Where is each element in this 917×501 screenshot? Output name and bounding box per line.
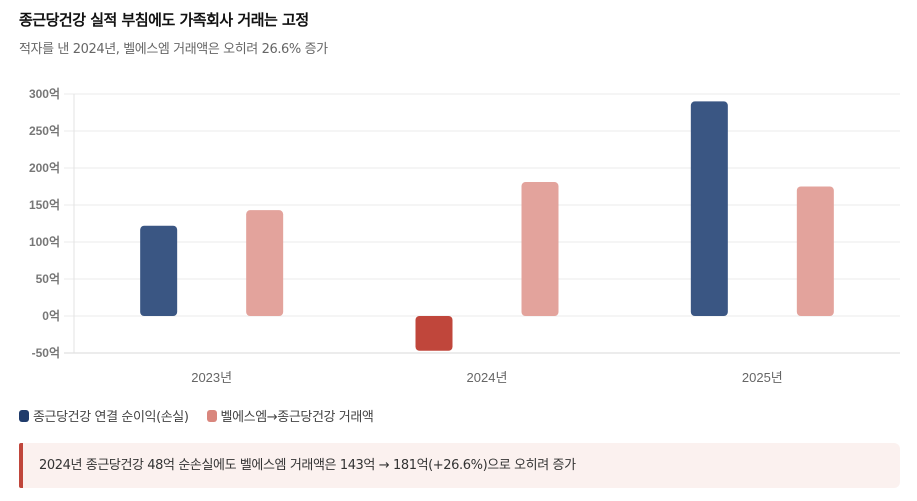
bar-chart: -50억 0억 50억 100억 150억 200억 250억 300억 2023년 2024년 2… — [29, 87, 900, 385]
x-tick-label: 2023년 — [191, 370, 232, 385]
bar-trade-amount — [521, 182, 559, 316]
y-tick-label: 0억 — [42, 309, 60, 323]
bar-net-income — [690, 101, 728, 317]
legend-swatch-trade — [206, 409, 217, 422]
y-tick-label: -50억 — [32, 346, 60, 360]
y-tick-label: 50억 — [36, 272, 60, 286]
legend-item-net-income[interactable]: 종근당건강 연결 순이익(손실) — [19, 406, 189, 425]
y-tick-label: 250억 — [29, 124, 60, 138]
x-tick-label: 2024년 — [467, 370, 508, 385]
callout-note: 2024년 종근당건강 48억 순손실에도 벨에스엠 거래액은 143억 → 1… — [19, 443, 900, 488]
bar-trade-amount — [246, 210, 284, 316]
legend-label: 벨에스엠→종근당건강 거래액 — [220, 410, 374, 425]
chart-title: 종근당건강 실적 부침에도 가족회사 거래는 고정 — [19, 11, 309, 29]
chart-subtitle: 적자를 낸 2024년, 벨에스엠 거래액은 오히려 26.6% 증가 — [19, 42, 328, 57]
y-tick-label: 300억 — [29, 87, 60, 101]
legend: 종근당건강 연결 순이익(손실) 벨에스엠→종근당건강 거래액 — [19, 406, 374, 425]
bar-net-income — [415, 316, 453, 351]
legend-item-trade[interactable]: 벨에스엠→종근당건강 거래액 — [206, 406, 374, 425]
y-tick-label: 100억 — [29, 235, 60, 249]
y-tick-label: 200억 — [29, 161, 60, 175]
legend-label: 종근당건강 연결 순이익(손실) — [33, 410, 189, 425]
y-tick-label: 150억 — [29, 198, 60, 212]
bar-net-income — [140, 225, 178, 316]
x-tick-label: 2025년 — [742, 370, 783, 385]
bar-trade-amount — [796, 186, 834, 316]
legend-swatch-net — [19, 409, 29, 422]
